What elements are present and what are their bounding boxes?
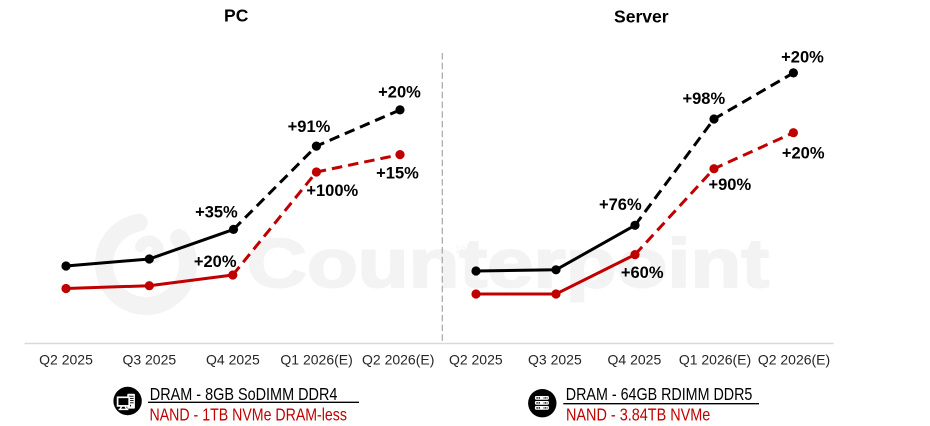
svg-text:PC: PC bbox=[224, 6, 249, 26]
svg-text:+15%: +15% bbox=[376, 164, 419, 182]
svg-text:Q2 2025: Q2 2025 bbox=[39, 352, 93, 368]
svg-text:DRAM - 64GB RDIMM DDR5: DRAM - 64GB RDIMM DDR5 bbox=[566, 386, 753, 405]
svg-text:+91%: +91% bbox=[288, 118, 331, 136]
svg-text:+100%: +100% bbox=[306, 182, 358, 200]
svg-text:Q4 2025: Q4 2025 bbox=[608, 352, 662, 368]
svg-text:Q3 2025: Q3 2025 bbox=[122, 352, 176, 368]
svg-text:Q2 2026(E): Q2 2026(E) bbox=[758, 352, 830, 368]
svg-text:NAND - 3.84TB NVMe: NAND - 3.84TB NVMe bbox=[566, 405, 710, 425]
svg-text:Q2 2026(E): Q2 2026(E) bbox=[362, 352, 434, 368]
svg-text:Q1 2026(E): Q1 2026(E) bbox=[679, 352, 751, 368]
svg-text:Q4 2025: Q4 2025 bbox=[206, 352, 260, 368]
svg-text:Counterpoint: Counterpoint bbox=[247, 226, 769, 303]
svg-text:Server: Server bbox=[614, 6, 669, 26]
svg-text:+76%: +76% bbox=[599, 196, 642, 214]
svg-text:+20%: +20% bbox=[194, 253, 237, 271]
svg-text:+20%: +20% bbox=[781, 48, 824, 66]
svg-text:+98%: +98% bbox=[682, 90, 725, 108]
svg-text:10: 10 bbox=[455, 245, 467, 256]
svg-text:Q1 2026(E): Q1 2026(E) bbox=[280, 352, 352, 368]
svg-text:NAND - 1TB NVMe DRAM-less: NAND - 1TB NVMe DRAM-less bbox=[150, 406, 347, 425]
svg-text:+90%: +90% bbox=[708, 176, 751, 194]
svg-text:+20%: +20% bbox=[378, 84, 421, 102]
svg-text:Q3 2025: Q3 2025 bbox=[528, 352, 582, 368]
svg-text:+35%: +35% bbox=[195, 204, 238, 222]
svg-text:+60%: +60% bbox=[621, 264, 664, 282]
svg-text:+20%: +20% bbox=[782, 144, 825, 162]
svg-text:DRAM - 8GB SoDIMM DDR4: DRAM - 8GB SoDIMM DDR4 bbox=[150, 385, 338, 405]
svg-text:Q2 2025: Q2 2025 bbox=[449, 352, 503, 368]
